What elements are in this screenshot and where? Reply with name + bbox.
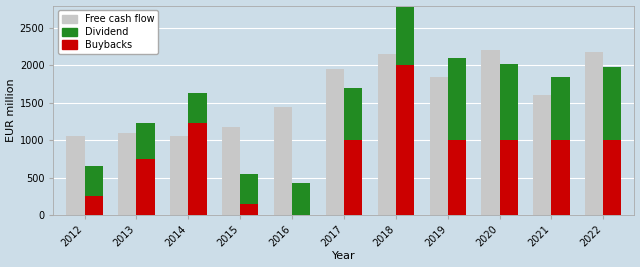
Bar xyxy=(326,69,344,215)
Bar xyxy=(585,52,604,215)
Bar xyxy=(604,67,621,140)
Bar xyxy=(136,123,155,159)
Bar xyxy=(344,88,362,140)
Bar xyxy=(552,140,570,215)
Bar xyxy=(429,77,448,215)
Bar xyxy=(292,183,310,215)
Bar xyxy=(84,196,103,215)
Bar xyxy=(67,136,84,215)
Bar xyxy=(500,140,518,215)
Bar xyxy=(481,50,500,215)
Bar xyxy=(533,95,552,215)
Bar xyxy=(604,140,621,215)
Bar xyxy=(240,204,259,215)
Bar xyxy=(188,123,207,215)
Bar xyxy=(344,140,362,215)
Bar xyxy=(118,133,136,215)
Bar xyxy=(500,64,518,140)
Y-axis label: EUR million: EUR million xyxy=(6,78,15,142)
Bar xyxy=(274,107,292,215)
Bar xyxy=(396,65,414,215)
Bar xyxy=(84,166,103,196)
Legend: Free cash flow, Dividend, Buybacks: Free cash flow, Dividend, Buybacks xyxy=(58,10,158,54)
Bar xyxy=(240,174,259,204)
Bar xyxy=(396,7,414,65)
Bar xyxy=(448,58,466,140)
Bar xyxy=(188,93,207,123)
Bar xyxy=(448,140,466,215)
Bar xyxy=(170,136,188,215)
Bar xyxy=(552,77,570,140)
Bar xyxy=(222,127,240,215)
X-axis label: Year: Year xyxy=(332,252,356,261)
Bar xyxy=(378,54,396,215)
Bar xyxy=(136,159,155,215)
